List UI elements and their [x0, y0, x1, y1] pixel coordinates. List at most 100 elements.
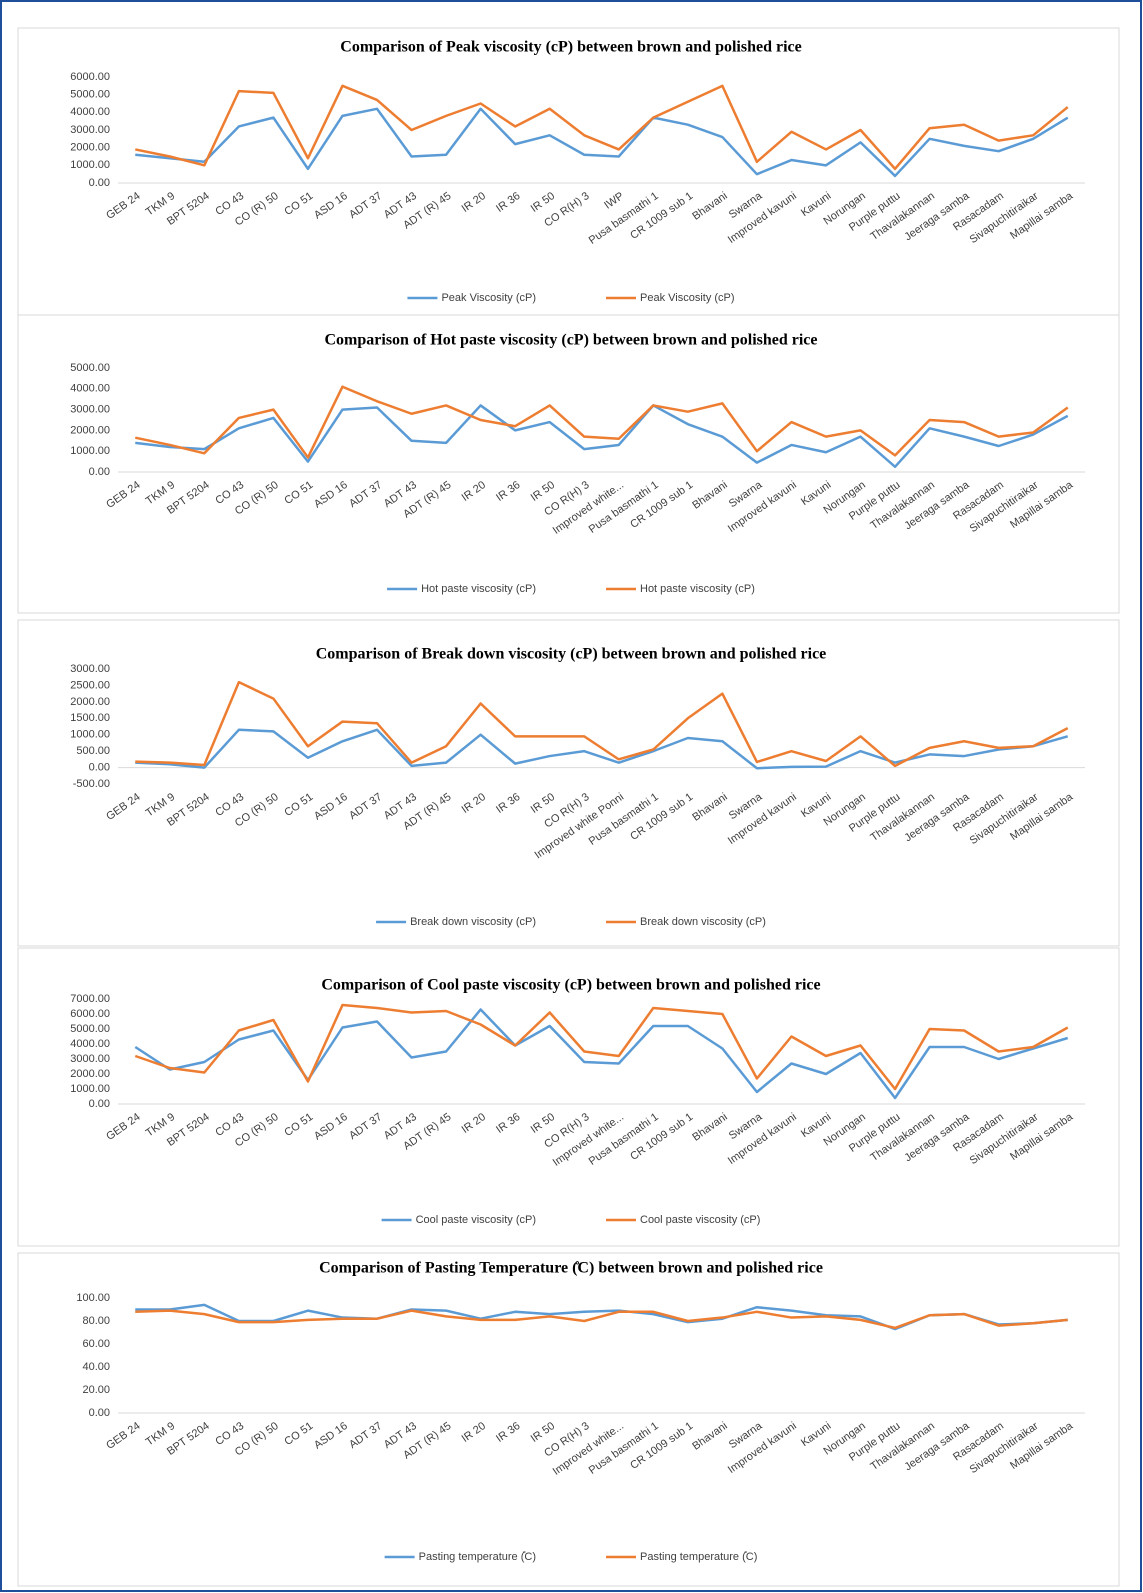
y-tick-label: 0.00	[89, 1098, 110, 1110]
x-tick-label: CR 1009 sub 1	[628, 190, 695, 242]
x-tick-label: ASD 16	[312, 479, 350, 511]
legend-label: Hot paste viscosity (cP)	[421, 583, 536, 595]
x-tick-label: ASD 16	[312, 190, 350, 222]
x-tick-label: IR 36	[494, 190, 522, 215]
legend-label: Peak Viscosity (cP)	[441, 292, 536, 304]
series-line	[135, 1309, 1068, 1330]
x-tick-label: GEB 24	[104, 1420, 142, 1452]
x-tick-label: CR 1009 sub 1	[628, 791, 695, 843]
y-tick-label: 4000.00	[70, 1038, 110, 1050]
y-tick-label: 5000.00	[70, 1023, 110, 1035]
x-tick-label: Bhavani	[690, 1111, 729, 1144]
x-tick-label: GEB 24	[104, 479, 142, 511]
x-tick-label: GEB 24	[104, 791, 142, 823]
y-tick-label: 4000.00	[70, 106, 110, 118]
y-tick-label: 80.00	[82, 1315, 110, 1327]
x-tick-label: IR 36	[494, 479, 522, 504]
chart-title: Comparison of Peak viscosity (cP) betwee…	[340, 39, 801, 56]
x-tick-label: ADT 37	[347, 479, 384, 510]
x-tick-label: IR 36	[494, 1111, 522, 1136]
series-line	[135, 680, 1069, 768]
x-tick-label: Bhavani	[690, 1420, 729, 1453]
legend: Peak Viscosity (cP) Peak Viscosity (cP)	[407, 292, 735, 304]
legend-label: Break down viscosity (cP)	[640, 916, 766, 928]
x-tick-label: Bhavani	[690, 190, 729, 223]
y-tick-label: 1000.00	[70, 1083, 110, 1095]
series-line	[135, 107, 1069, 178]
legend-label: Cool paste viscosity (cP)	[416, 1214, 536, 1226]
y-tick-label: 2000.00	[70, 696, 110, 708]
x-tick-label: ASD 16	[312, 791, 350, 823]
y-tick-label: 0.00	[89, 1407, 110, 1419]
chart-title: Comparison of Cool paste viscosity (cP) …	[321, 977, 820, 994]
x-tick-label: CR 1009 sub 1	[628, 1111, 695, 1163]
legend: Pasting temperature (̊C) Pasting temperat…	[384, 1550, 757, 1563]
x-tick-label: ADT 37	[347, 1111, 384, 1142]
y-tick-label: 2500.00	[70, 679, 110, 691]
y-tick-label: 3000.00	[70, 404, 110, 416]
panel	[17, 1252, 1120, 1587]
x-tick-label: CR 1009 sub 1	[628, 479, 695, 531]
chart-title: Comparison of Hot paste viscosity (cP) b…	[324, 332, 817, 349]
chart-title: Comparison of Break down viscosity (cP) …	[316, 646, 827, 663]
y-tick-label: 20.00	[82, 1384, 110, 1396]
x-tick-label: IR 20	[460, 1111, 488, 1136]
x-tick-label: Bhavani	[690, 479, 729, 512]
x-tick-label: CR 1009 sub 1	[628, 1420, 695, 1472]
legend-label: Cool paste viscosity (cP)	[640, 1214, 760, 1226]
legend-label: Peak Viscosity (cP)	[640, 292, 735, 304]
x-tick-label: ASD 16	[312, 1111, 350, 1143]
x-tick-label: Mapillai samba	[1008, 791, 1076, 843]
y-tick-label: 0.00	[89, 761, 110, 773]
x-tick-label: IR 20	[460, 791, 488, 816]
x-tick-label: IR 36	[494, 791, 522, 816]
y-tick-label: 2000.00	[70, 424, 110, 436]
x-tick-label: CO 51	[282, 479, 315, 507]
x-tick-label: ADT 37	[347, 1420, 384, 1451]
legend: Cool paste viscosity (cP) Cool paste visc…	[381, 1214, 760, 1226]
legend: Break down viscosity (cP) Break down visc…	[376, 916, 766, 928]
y-tick-label: 1500.00	[70, 712, 110, 724]
x-tick-label: CO 51	[282, 1111, 315, 1139]
x-tick-label: ASD 16	[312, 1420, 350, 1452]
x-tick-label: IR 20	[460, 479, 488, 504]
legend-label: Pasting temperature (̊C)	[419, 1550, 536, 1563]
y-tick-label: 100.00	[76, 1292, 110, 1304]
panel	[17, 27, 1120, 316]
x-tick-label: ADT 37	[347, 190, 384, 221]
y-tick-label: -500.00	[73, 778, 110, 790]
x-tick-label: GEB 24	[104, 190, 142, 222]
x-tick-label: Mapillai samba	[1008, 479, 1076, 531]
x-tick-label: ADT 37	[347, 791, 384, 822]
y-tick-label: 5000.00	[70, 89, 110, 101]
x-tick-label: IR 36	[494, 1420, 522, 1445]
panel	[17, 619, 1120, 947]
legend-label: Hot paste viscosity (cP)	[640, 583, 755, 595]
y-tick-label: 3000.00	[70, 663, 110, 675]
y-tick-label: 500.00	[76, 745, 110, 757]
y-tick-label: 1000.00	[70, 445, 110, 457]
y-tick-label: 2000.00	[70, 142, 110, 154]
x-tick-label: GEB 24	[104, 1111, 142, 1143]
y-tick-label: 0.00	[89, 466, 110, 478]
series-line	[135, 385, 1069, 459]
chart-title: Comparison of Pasting Temperature (̊C) b…	[319, 1260, 823, 1277]
y-tick-label: 5000.00	[70, 362, 110, 374]
y-tick-label: 60.00	[82, 1338, 110, 1350]
x-tick-label: CO 51	[282, 791, 315, 819]
series-line	[135, 728, 1069, 770]
y-tick-label: 6000.00	[70, 71, 110, 83]
y-tick-label: 1000.00	[70, 729, 110, 741]
legend: Hot paste viscosity (cP) Hot paste viscos…	[387, 583, 755, 595]
x-tick-label: Mapillai samba	[1008, 1111, 1076, 1163]
series-line	[134, 1003, 1069, 1091]
series-line	[135, 84, 1069, 171]
panel	[17, 947, 1120, 1247]
y-tick-label: 7000.00	[70, 993, 110, 1005]
y-tick-label: 3000.00	[70, 124, 110, 136]
x-tick-label: IWP	[602, 190, 626, 212]
legend-label: Break down viscosity (cP)	[410, 916, 536, 928]
